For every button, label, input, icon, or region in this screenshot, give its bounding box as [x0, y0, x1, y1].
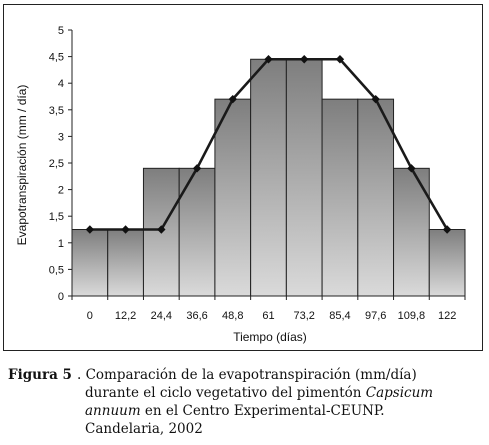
- bar: [357, 98, 395, 297]
- y-tick-label: 3,5: [49, 105, 64, 117]
- y-tick-label: 2: [58, 185, 64, 197]
- line-point: [85, 225, 95, 234]
- bar: [214, 98, 252, 297]
- line-point: [442, 225, 452, 234]
- y-tick-label: 5: [58, 25, 64, 37]
- bar: [107, 229, 144, 297]
- x-tick-label: 97,6: [365, 310, 386, 322]
- x-tick-label: 24,4: [151, 310, 172, 322]
- caption-label: Figura 5: [8, 367, 72, 383]
- figure-caption: Figura 5 . Comparación de la evapotransp…: [8, 366, 482, 438]
- bars: [71, 58, 466, 297]
- line-point: [335, 55, 345, 64]
- y-tick-label: 1: [58, 238, 64, 250]
- y-tick-label: 3: [58, 131, 64, 143]
- caption-line-1: Figura 5 . Comparación de la evapotransp…: [8, 366, 482, 384]
- bar: [71, 229, 109, 297]
- bar: [321, 98, 359, 297]
- line-point: [264, 55, 273, 64]
- caption-species-genus: Capsicum: [365, 385, 434, 401]
- axes: [68, 29, 466, 300]
- x-tick-label: 36,6: [186, 310, 207, 322]
- caption-text-2: durante el ciclo vegetativo del pimentón: [85, 385, 366, 401]
- line-point: [192, 164, 202, 173]
- x-tick-label: 85,4: [329, 310, 350, 322]
- y-tick-label: 4: [58, 78, 64, 90]
- x-tick-label: 12,2: [115, 310, 136, 322]
- chart-svg: 0 0,5 1 1,5 2 2,5 3 3,5 4 4,5 5 0 12,2 24,4 36,6 48,8 6…: [15, 25, 466, 344]
- caption-text-1: . Comparación de la evapotranspiración (…: [77, 367, 417, 383]
- x-tick-label: 122: [438, 310, 456, 322]
- y-tick-label: 0,5: [49, 264, 64, 276]
- x-axis-title: Tiempo (días): [233, 330, 307, 344]
- x-tick-label: 0: [87, 310, 93, 322]
- x-tick-label: 61: [262, 310, 274, 322]
- chart-frame: 0 0,5 1 1,5 2 2,5 3 3,5 4 4,5 5 0 12,2 24,4 36,6 48,8 6…: [3, 4, 483, 351]
- y-tick-label: 0: [58, 291, 64, 303]
- bar: [250, 58, 287, 297]
- line-point: [121, 225, 130, 234]
- y-tick-label: 4,5: [49, 52, 64, 64]
- bar: [285, 58, 323, 297]
- line-point: [407, 164, 416, 173]
- x-tick-label: 48,8: [222, 310, 243, 322]
- y-tick-label: 2,5: [49, 158, 64, 170]
- line-point: [228, 94, 237, 104]
- line-layer: [85, 55, 452, 234]
- caption-line-2: durante el ciclo vegetativo del pimentón…: [8, 384, 482, 402]
- x-tick-label: 109,8: [398, 310, 426, 322]
- y-axis-title: Evapotranspiración (mm / día): [15, 85, 29, 246]
- line-point: [157, 225, 166, 234]
- line-point: [300, 55, 309, 64]
- x-tick-label: 73,2: [294, 310, 315, 322]
- x-tick-labels: 0 12,2 24,4 36,6 48,8 61 73,2 85,4 97,6 109,8 122: [87, 310, 457, 322]
- y-tick-label: 1,5: [49, 211, 64, 223]
- caption-species-epithet: annuum: [85, 403, 141, 419]
- caption-line-3: annuum en el Centro Experimental-CEUNP.: [8, 402, 482, 420]
- line-point: [371, 94, 380, 104]
- caption-text-3: en el Centro Experimental-CEUNP.: [140, 403, 385, 419]
- y-tick-labels: 0 0,5 1 1,5 2 2,5 3 3,5 4 4,5 5: [49, 25, 64, 303]
- bar: [428, 229, 466, 297]
- caption-text-4: Candelaria, 2002: [85, 421, 203, 437]
